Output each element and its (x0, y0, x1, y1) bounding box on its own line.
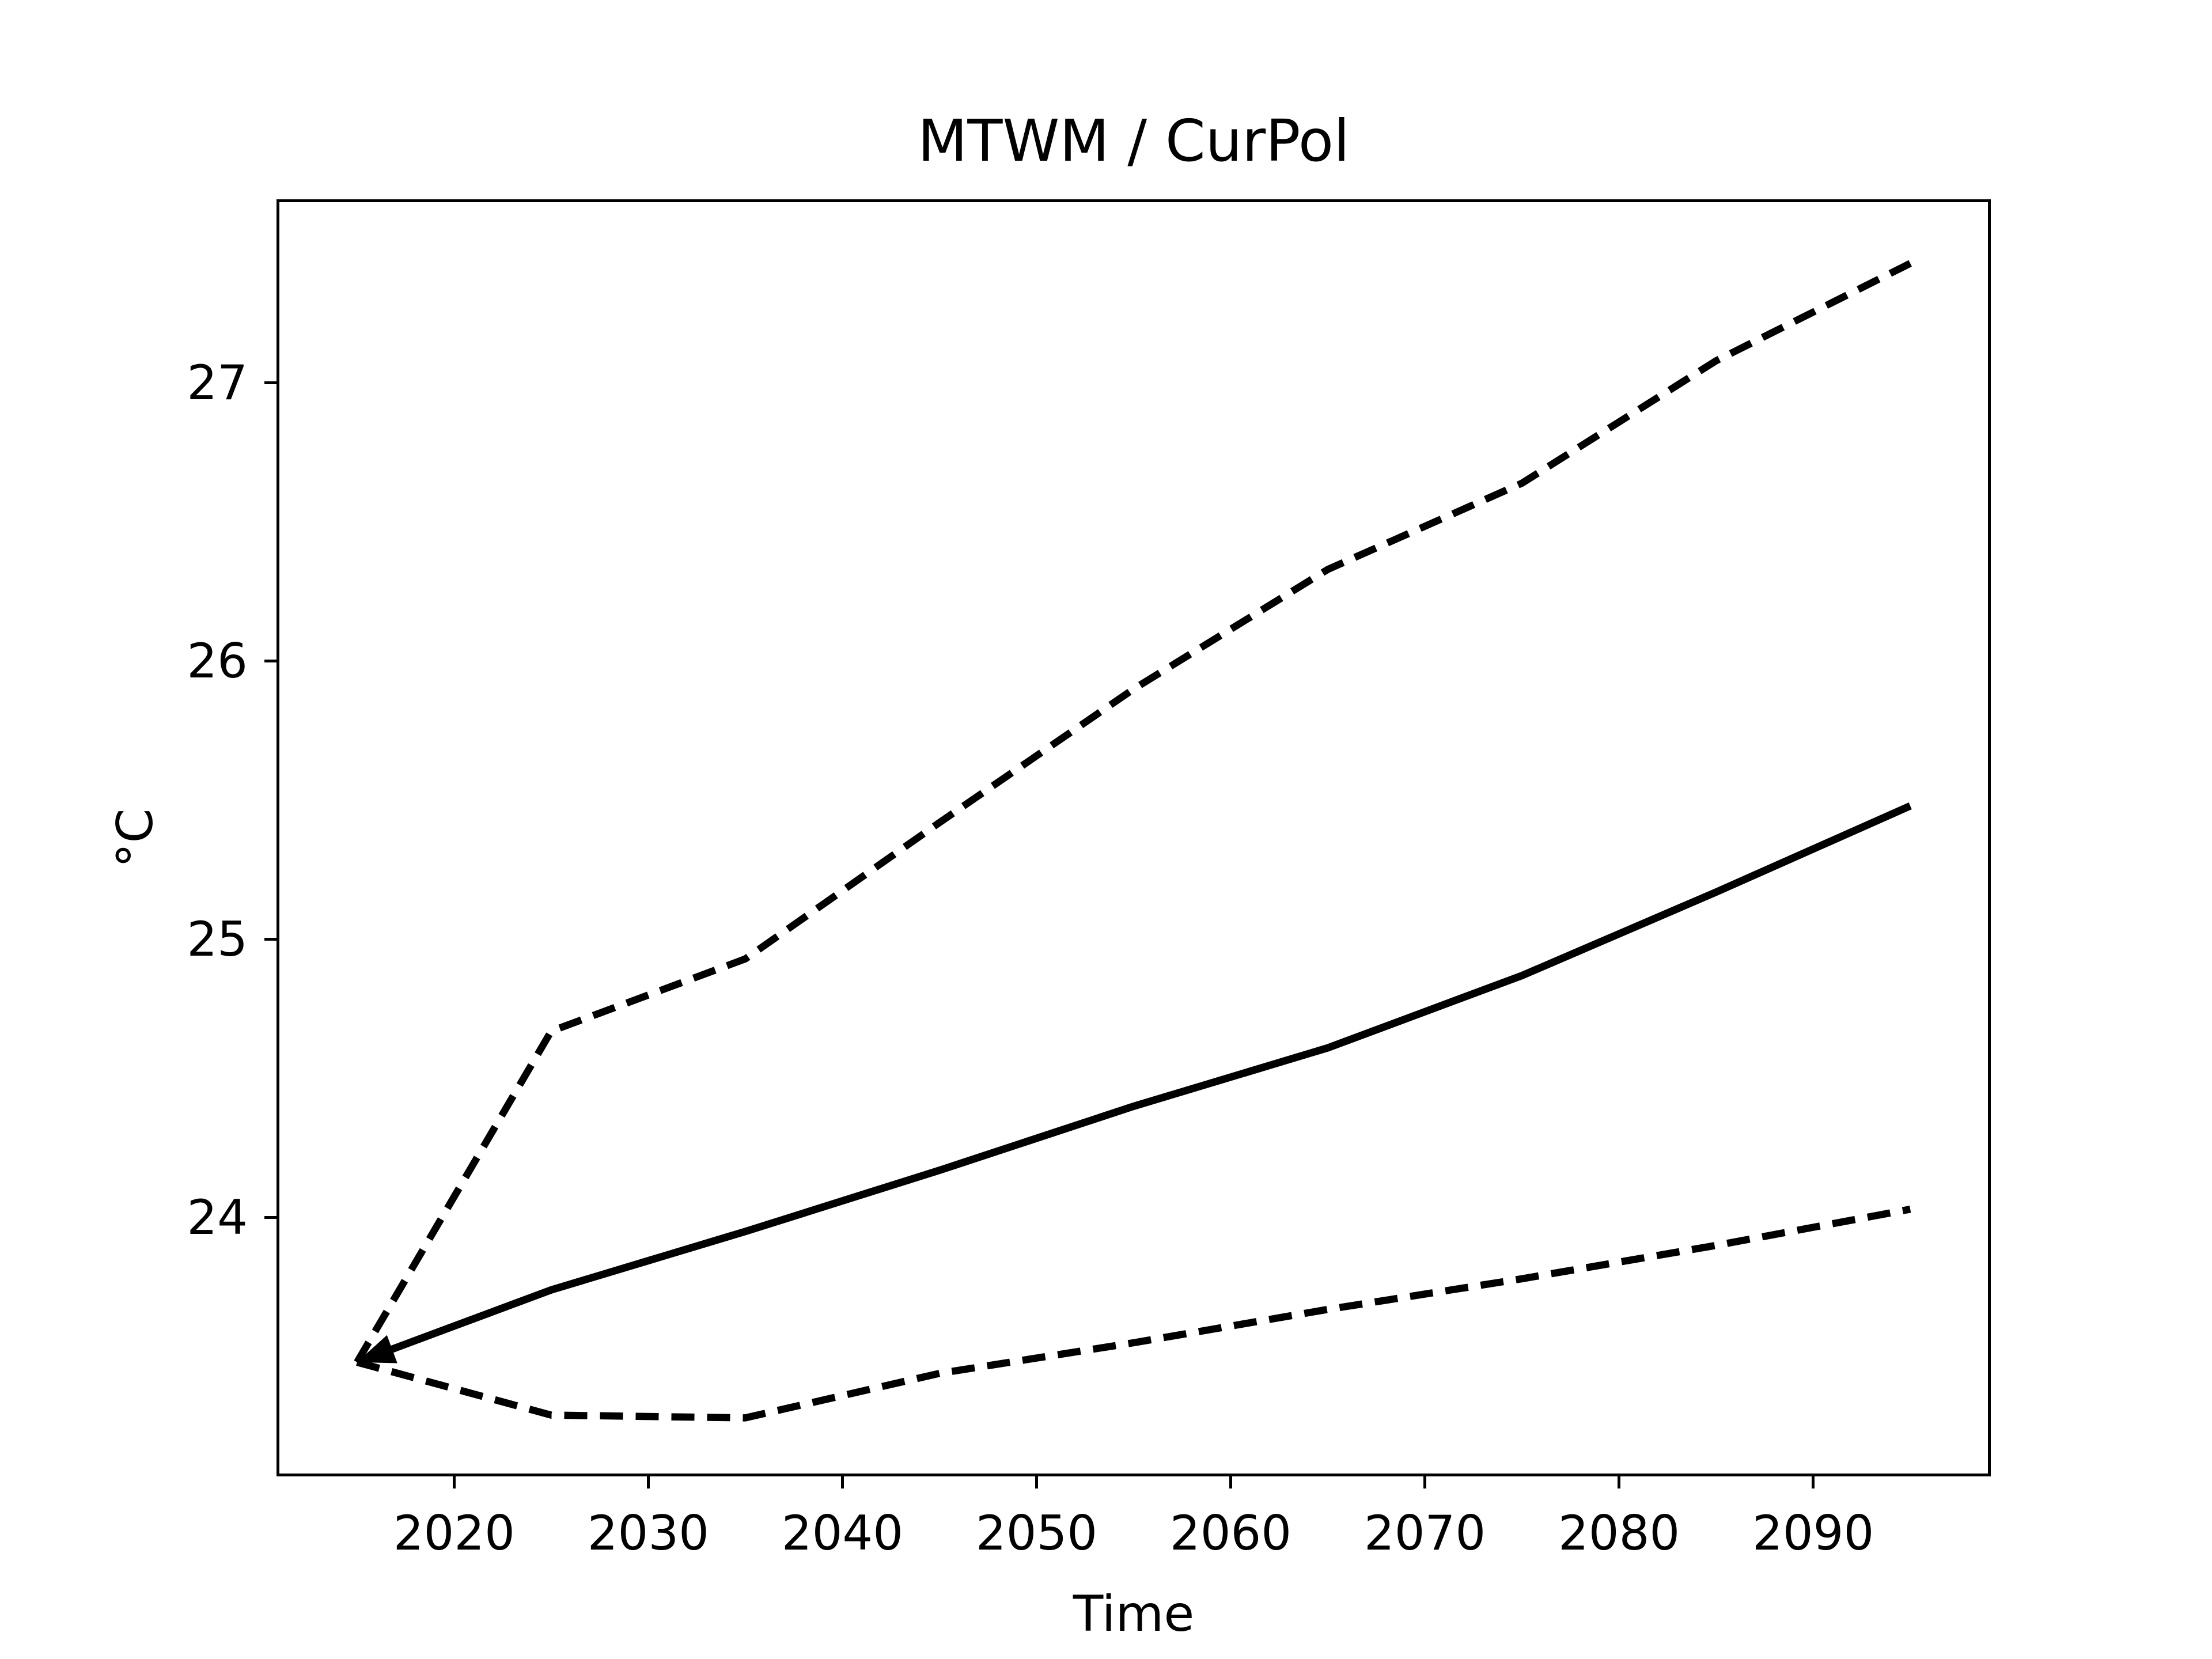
x-tick-label: 2050 (975, 1505, 1098, 1561)
x-tick-label: 2020 (393, 1505, 515, 1561)
x-axis-label: Time (1073, 1585, 1195, 1643)
y-tick-label: 27 (187, 354, 248, 411)
series-line-median (355, 802, 1912, 1366)
y-tick-mark (264, 938, 276, 941)
x-tick-label: 2080 (1558, 1505, 1680, 1561)
y-tick-label: 26 (187, 632, 248, 689)
x-tick-label: 2090 (1752, 1505, 1874, 1561)
x-tick-label: 2030 (587, 1505, 709, 1561)
x-tick-label: 2040 (781, 1505, 904, 1561)
x-tick-mark (1035, 1476, 1038, 1488)
x-tick-mark (1229, 1476, 1233, 1488)
y-tick-mark (264, 660, 276, 663)
x-tick-mark (452, 1476, 456, 1488)
x-tick-mark (1812, 1476, 1815, 1488)
y-tick-label: 25 (187, 911, 248, 967)
x-tick-label: 2060 (1169, 1505, 1292, 1561)
series-line-upper-bound (354, 260, 1912, 1364)
plot-lines-canvas (354, 260, 1912, 1422)
start-arrowhead (357, 1335, 397, 1363)
chart-title: MTWM / CurPol (918, 107, 1350, 175)
x-tick-label: 2070 (1363, 1505, 1486, 1561)
y-tick-mark (264, 1216, 276, 1219)
plot-area (276, 199, 1991, 1476)
y-tick-label: 24 (187, 1189, 248, 1245)
x-tick-mark (646, 1476, 650, 1488)
series-line-lower-bound (356, 1206, 1911, 1422)
x-tick-mark (1618, 1476, 1621, 1488)
x-tick-mark (1423, 1476, 1427, 1488)
x-tick-mark (840, 1476, 844, 1488)
y-tick-mark (264, 381, 276, 385)
